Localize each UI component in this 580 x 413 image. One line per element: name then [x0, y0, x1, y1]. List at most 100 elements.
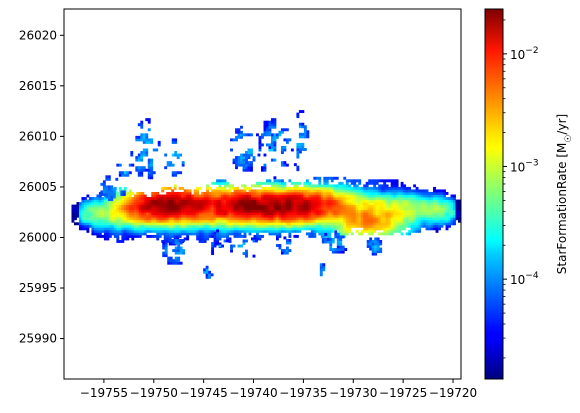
heatmap-cell [218, 222, 222, 226]
heatmap-cell [141, 199, 145, 203]
heatmap-cell [380, 189, 384, 193]
heatmap-cell [398, 197, 402, 200]
heatmap-cell [450, 219, 454, 223]
heatmap-cell [228, 219, 232, 223]
heatmap-cell [374, 242, 378, 246]
heatmap-cell [221, 186, 224, 190]
heatmap-cell [280, 151, 284, 154]
heatmap-cell [193, 214, 197, 218]
heatmap-cell [236, 186, 239, 190]
heatmap-cell [445, 191, 449, 195]
heatmap-cell [268, 186, 272, 190]
heatmap-cell [188, 217, 192, 221]
heatmap-cell [198, 217, 202, 221]
heatmap-cell [161, 227, 165, 231]
heatmap-cell [167, 261, 171, 265]
heatmap-cell [198, 222, 202, 226]
heatmap-cell [328, 232, 332, 236]
heatmap-cell [285, 212, 289, 216]
heatmap-cell [203, 237, 207, 241]
heatmap-cell [433, 214, 436, 218]
heatmap-cell [107, 185, 111, 189]
heatmap-cell [370, 191, 374, 195]
heatmap-cell [303, 127, 307, 131]
heatmap-cell [223, 229, 227, 233]
heatmap-cell [173, 227, 177, 231]
heatmap-cell [385, 191, 389, 195]
heatmap-cell [325, 199, 329, 203]
heatmap-cell [423, 199, 426, 203]
heatmap-cell [218, 242, 222, 246]
heatmap-cell [425, 217, 429, 221]
heatmap-cell [379, 242, 383, 246]
heatmap-cell [435, 224, 439, 228]
heatmap-cell [158, 232, 162, 236]
heatmap-cell [253, 194, 257, 198]
heatmap-cell [156, 217, 160, 221]
heatmap-cell [325, 229, 329, 233]
heatmap-cell [315, 227, 319, 231]
heatmap-cell [111, 202, 115, 206]
heatmap-cell [293, 191, 297, 195]
heatmap-cell [280, 214, 284, 218]
heatmap-cell [430, 207, 434, 211]
heatmap-cell [263, 128, 267, 132]
heatmap-cell [138, 191, 142, 195]
heatmap-cell [153, 217, 157, 221]
heatmap-cell [448, 204, 451, 208]
heatmap-cell [330, 227, 334, 231]
heatmap-cell [231, 224, 234, 228]
heatmap-cell [430, 212, 434, 216]
heatmap-cell [221, 219, 224, 223]
heatmap-cell [228, 209, 232, 213]
heatmap-cell [413, 199, 417, 203]
heatmap-cell [78, 202, 82, 206]
heatmap-cell [275, 181, 279, 185]
heatmap-cell [383, 227, 387, 231]
heatmap-cell [118, 209, 122, 213]
heatmap-cell [340, 191, 344, 195]
heatmap-cell [181, 219, 185, 223]
heatmap-cell [130, 151, 134, 154]
heatmap-cell [171, 219, 175, 223]
heatmap-cell [118, 229, 122, 233]
heatmap-cell [203, 232, 207, 236]
heatmap-cell [213, 229, 217, 233]
heatmap-cell [363, 202, 367, 206]
heatmap-cell [450, 214, 454, 218]
heatmap-cell [196, 189, 200, 193]
heatmap-cell [188, 191, 192, 195]
heatmap-cell [370, 197, 374, 200]
heatmap-cell [128, 194, 132, 198]
heatmap-cell [179, 153, 183, 157]
heatmap-cell [368, 204, 372, 208]
heatmap-cell [246, 191, 249, 195]
heatmap-cell [179, 251, 183, 255]
heatmap-cell [368, 194, 372, 198]
heatmap-cell [445, 209, 449, 213]
heatmap-cell [390, 229, 394, 233]
heatmap-cell [218, 199, 222, 203]
heatmap-cell [98, 227, 102, 231]
heatmap-cell [335, 204, 339, 208]
heatmap-cell [261, 212, 264, 216]
heatmap-cell [198, 212, 202, 216]
heatmap-cell [388, 229, 392, 233]
heatmap-cell [340, 209, 344, 213]
heatmap-cell [151, 212, 155, 216]
heatmap-cell [371, 240, 375, 243]
heatmap-cell [328, 209, 332, 213]
heatmap-cell [440, 209, 444, 213]
heatmap-cell [216, 240, 220, 243]
heatmap-cell [270, 214, 274, 218]
heatmap-cell [83, 207, 87, 211]
heatmap-cell [201, 197, 205, 200]
y-tick-label: 26010 [19, 129, 57, 143]
heatmap-cell [278, 234, 282, 238]
heatmap-cell [315, 199, 319, 203]
heatmap-cell [395, 181, 399, 185]
heatmap-cell [203, 240, 207, 243]
heatmap-cell [265, 128, 269, 132]
heatmap-cell [308, 207, 312, 211]
heatmap-layer [71, 110, 461, 279]
